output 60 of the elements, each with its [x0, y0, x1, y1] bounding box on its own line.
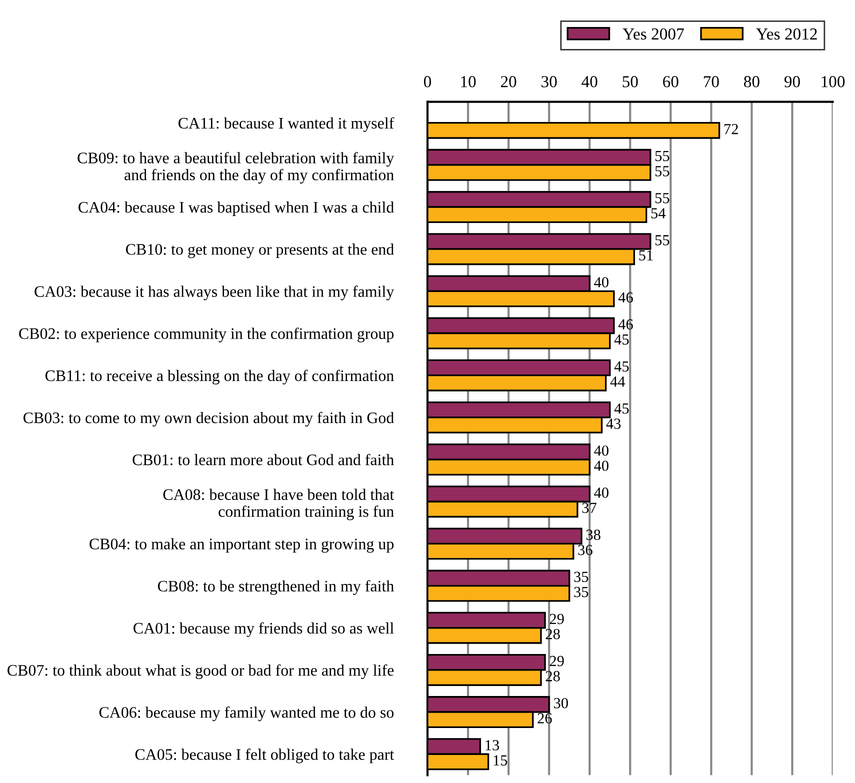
legend-label: Yes 2012 — [756, 28, 817, 40]
y-tick-label: CB01: to learn more about God and faith — [132, 454, 394, 466]
y-tick-label: CB10: to get money or presents at the end — [126, 244, 394, 258]
data-label: 40 — [594, 460, 608, 471]
data-label: 28 — [546, 671, 560, 682]
data-label: 40 — [594, 488, 608, 498]
data-label: 45 — [614, 334, 629, 345]
y-tick-label: CA11: because I wanted it myself — [178, 117, 394, 132]
x-tick-label: 70 — [704, 76, 719, 88]
y-tick-label: CA08: because I have been told that confirmation training is fun — [163, 488, 394, 520]
y-tick-label: CA05: because I felt obliged to take part — [135, 748, 394, 764]
data-label: 15 — [494, 755, 508, 766]
legend-label: Yes 2007 — [622, 28, 684, 40]
data-label: 45 — [614, 361, 629, 372]
data-label: 51 — [639, 250, 653, 260]
x-tick-label: 40 — [582, 76, 598, 88]
y-tick-label: CA06: because my family wanted me to do so — [99, 706, 394, 722]
data-label: 13 — [486, 740, 500, 750]
data-label: 35 — [574, 572, 588, 582]
data-label: 55 — [655, 166, 670, 176]
x-tick-label: 90 — [784, 76, 800, 88]
data-label: 54 — [651, 208, 666, 218]
data-label: 36 — [578, 544, 592, 556]
data-label: 44 — [610, 376, 626, 387]
data-label: 43 — [606, 418, 621, 429]
x-tick-label: 10 — [461, 76, 476, 88]
data-label: 40 — [594, 445, 608, 456]
data-label: 29 — [550, 614, 564, 624]
data-label: 37 — [582, 502, 596, 514]
x-tick-label: 20 — [500, 76, 516, 88]
data-label: 45 — [614, 403, 629, 414]
data-label: 46 — [618, 319, 633, 330]
y-tick-label: CB09: to have a beautiful celebration with family and friends on the day of my confirmation — [78, 152, 394, 184]
x-tick-label: 30 — [542, 76, 557, 88]
x-tick-label: 80 — [744, 76, 760, 88]
data-label: 28 — [546, 628, 560, 640]
data-label: 38 — [586, 530, 600, 540]
data-label: 26 — [538, 713, 552, 724]
x-tick-label: 100 — [822, 76, 845, 88]
y-tick-label: CA04: because I was baptised when I was a child — [78, 201, 394, 216]
y-tick-label: CB02: to experience community in the confirmation group — [19, 328, 394, 342]
x-tick-label: 60 — [663, 76, 678, 88]
y-tick-label: CB08: to be strengthened in my faith — [158, 580, 394, 595]
y-tick-label: CB04: to make an important step in growing up — [90, 538, 394, 553]
data-label: 55 — [655, 151, 670, 162]
y-tick-label: CB07: to think about what is good or bad for me and my life — [8, 664, 394, 680]
data-label: 40 — [594, 277, 608, 288]
data-label: 55 — [655, 235, 670, 246]
y-tick-label: CB11: to receive a blessing on the day of confirmation — [45, 370, 394, 384]
x-tick-label: 50 — [622, 76, 638, 88]
data-label: 29 — [550, 656, 564, 666]
x-tick-label: 0 — [424, 76, 432, 88]
data-label: 46 — [618, 292, 633, 303]
y-tick-label: CB03: to come to my own decision about my faith in God — [24, 412, 394, 427]
y-tick-label: CA01: because my friends did so as well — [134, 622, 394, 637]
y-tick-label: CA03: because it has always been like that in my family — [34, 286, 394, 300]
data-label: 72 — [724, 124, 738, 134]
data-label: 55 — [655, 193, 670, 204]
data-label: 30 — [554, 698, 568, 708]
data-label: 35 — [574, 586, 588, 598]
